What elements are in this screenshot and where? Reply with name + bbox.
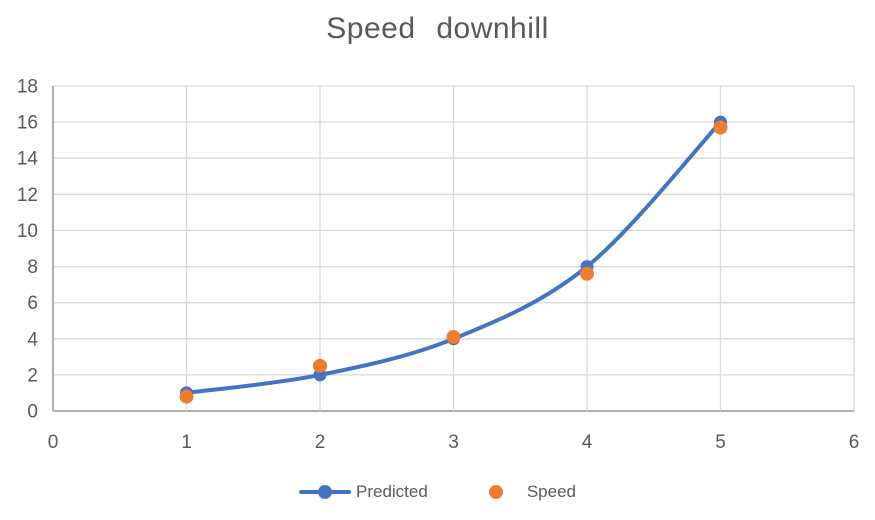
x-tick-label: 5 [715, 432, 726, 453]
y-tick-label: 0 [27, 402, 38, 423]
predicted-series-line [184, 120, 723, 395]
y-tick-label: 4 [27, 329, 38, 350]
y-tick-label: 10 [17, 221, 38, 242]
x-tick-label: 2 [315, 432, 326, 453]
legend-label-speed: Speed [526, 482, 576, 501]
speed-data-point [179, 389, 194, 404]
x-tick-label: 3 [448, 432, 459, 453]
speed-data-point [713, 120, 728, 135]
y-tick-label: 16 [17, 113, 38, 134]
x-tick-label: 0 [48, 432, 59, 453]
speed-dot-icon [470, 485, 522, 499]
y-tick-label: 2 [27, 365, 38, 386]
y-tick-label: 18 [17, 77, 38, 98]
x-tick-label: 6 [849, 432, 860, 453]
x-tick-label: 4 [582, 432, 593, 453]
y-tick-label: 14 [17, 149, 39, 170]
y-tick-label: 6 [27, 293, 38, 314]
chart-title: Speed downhill [326, 12, 549, 45]
speed-data-point [446, 330, 461, 344]
legend-label-predicted: Predicted [356, 482, 428, 501]
legend-item-predicted: Predicted [299, 482, 428, 502]
speed-data-point [313, 358, 327, 373]
speed-data-point [580, 266, 594, 281]
y-tick-label: 12 [17, 185, 38, 206]
x-tick-label: 1 [181, 432, 192, 453]
legend-item-speed: Speed [470, 482, 576, 502]
predicted-line-marker-icon [299, 485, 351, 499]
y-tick-label: 8 [27, 257, 38, 278]
legend: Predicted Speed [0, 482, 875, 502]
